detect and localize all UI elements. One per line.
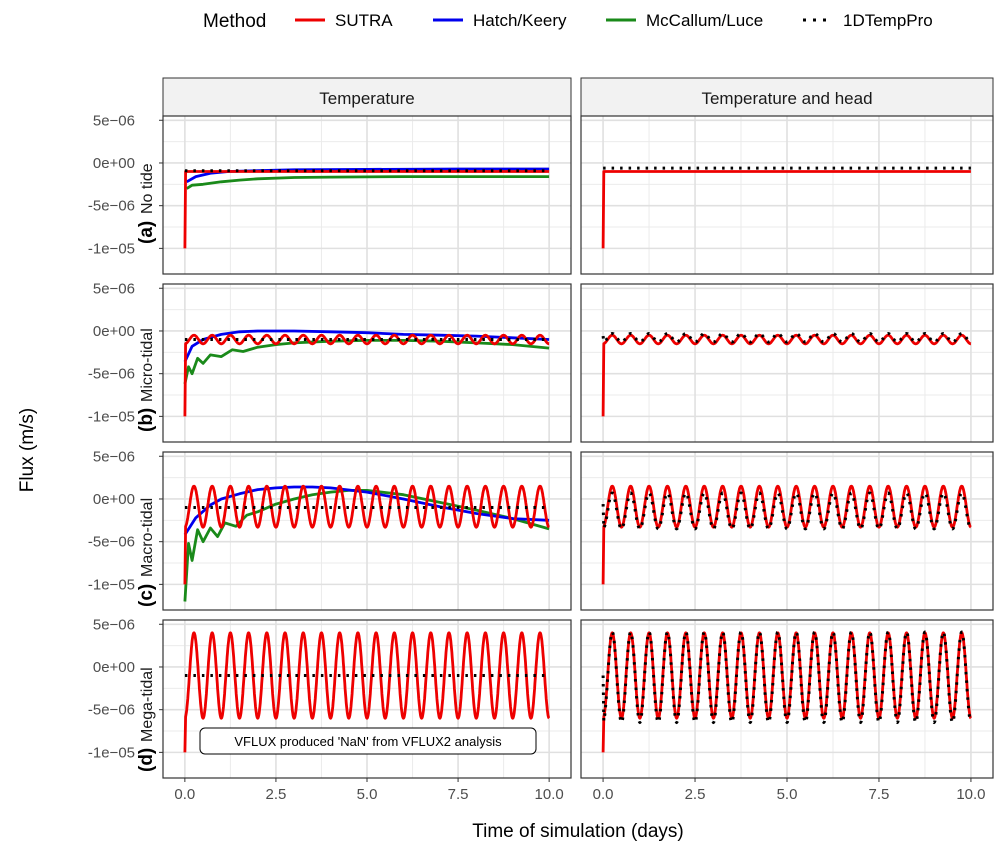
x-tick-label: 10.0 — [956, 786, 985, 803]
nan-note-text: VFLUX produced 'NaN' from VFLUX2 analysi… — [234, 734, 502, 749]
x-tick-label: 5.0 — [357, 786, 378, 803]
series-line-mccallum-luce — [183, 489, 550, 602]
panel-border — [580, 115, 994, 275]
panels: 5e−06 0e+00 -5e−06 -1e−05 5e−06 0e+00 -5e−06 -1… — [88, 112, 994, 803]
x-tick-label: 7.5 — [869, 786, 890, 803]
row-letter-c: (c) — [136, 584, 157, 607]
row-letter-a: (a) — [136, 221, 157, 244]
column-label-temperature: Temperature — [319, 89, 414, 108]
y-tick-label: -5e−06 — [88, 366, 135, 383]
panel-border — [580, 451, 994, 611]
series-line-sutra — [183, 484, 551, 585]
panel-r0-c0: 5e−06 0e+00 -5e−06 -1e−05 — [88, 112, 572, 275]
panel-r1-c1 — [580, 283, 994, 443]
y-tick-label: -1e−05 — [88, 408, 135, 425]
row-letter-b: (b) — [136, 408, 157, 432]
panel-r0-c1 — [580, 115, 994, 275]
series-line-1dtemppro — [601, 491, 973, 531]
series-line-mccallum-luce — [185, 175, 550, 190]
legend-label-mccallum-luce: McCallum/Luce — [646, 11, 763, 30]
panel-r3-c0: 5e−06 0e+00 -5e−06 -1e−05 0.0 2.5 5.0 7.5 10.0 — [88, 616, 572, 803]
row-letter-d: (d) — [136, 748, 157, 772]
series-group — [601, 484, 973, 585]
series-group — [183, 167, 551, 249]
legend-label-sutra: SUTRA — [335, 11, 393, 30]
panel-border — [162, 283, 572, 443]
panel-border — [580, 283, 994, 443]
y-tick-label: 5e−06 — [93, 280, 135, 297]
x-tick-label: 2.5 — [685, 786, 706, 803]
x-axis-title: Time of simulation (days) — [472, 821, 684, 842]
x-tick-label: 10.0 — [535, 786, 564, 803]
panel-border — [162, 451, 572, 611]
series-line-sutra — [183, 333, 551, 417]
column-strip-temperature-and-head: Temperature and head — [580, 77, 994, 117]
series-group — [601, 630, 973, 753]
y-tick-label: -5e−06 — [88, 534, 135, 551]
row-name-macro-tidal: Macro-tidal — [139, 498, 156, 577]
row-label-c: (c) Macro-tidal — [136, 498, 157, 607]
y-tick-label: 5e−06 — [93, 112, 135, 129]
x-tick-label: 7.5 — [448, 786, 469, 803]
panel-border — [162, 115, 572, 275]
panel-r1-c0: 5e−06 0e+00 -5e−06 -1e−05 — [88, 280, 572, 443]
x-tick-label: 2.5 — [265, 786, 286, 803]
series-line-sutra — [601, 333, 972, 417]
panel-r2-c1 — [580, 451, 994, 611]
column-label-temperature-and-head: Temperature and head — [701, 89, 872, 108]
y-tick-label: 5e−06 — [93, 616, 135, 633]
y-tick-label: -5e−06 — [88, 702, 135, 719]
row-label-b: (b) Micro-tidal — [136, 328, 157, 432]
panel-r2-c0: 5e−06 0e+00 -5e−06 -1e−05 — [88, 448, 572, 611]
x-tick-label: 5.0 — [777, 786, 798, 803]
legend-label-1dtemppro: 1DTempPro — [843, 11, 933, 30]
y-tick-label: 0e+00 — [93, 155, 135, 172]
series-group — [601, 332, 973, 417]
nan-note: VFLUX produced 'NaN' from VFLUX2 analysi… — [199, 727, 537, 755]
y-axis-title: Flux (m/s) — [17, 408, 38, 492]
series-group — [183, 329, 551, 417]
x-tick-label: 0.0 — [593, 786, 614, 803]
row-label-d: (d) Mega-tidal — [136, 667, 157, 772]
y-tick-label: -5e−06 — [88, 198, 135, 215]
series-group — [601, 166, 973, 249]
row-name-micro-tidal: Micro-tidal — [139, 328, 156, 402]
column-strip-temperature: Temperature — [162, 77, 572, 117]
legend: Method SUTRA Hatch/Keery McCallum/Luce 1… — [203, 11, 933, 32]
series-line-1dtemppro — [601, 332, 973, 344]
y-tick-label: 0e+00 — [93, 659, 135, 676]
series-line-sutra — [601, 170, 972, 249]
row-name-no-tide: No tide — [139, 163, 156, 214]
y-tick-label: -1e−05 — [88, 576, 135, 593]
y-tick-label: 0e+00 — [93, 491, 135, 508]
y-tick-label: -1e−05 — [88, 744, 135, 761]
y-tick-label: 5e−06 — [93, 448, 135, 465]
nan-note-box — [199, 727, 537, 755]
x-tick-label: 0.0 — [174, 786, 195, 803]
legend-label-hatch-keery: Hatch/Keery — [473, 11, 567, 30]
y-tick-label: 0e+00 — [93, 323, 135, 340]
y-tick-label: -1e−05 — [88, 240, 135, 257]
series-line-sutra — [183, 631, 551, 753]
legend-title: Method — [203, 11, 266, 32]
series-line-1dtemppro — [601, 630, 973, 724]
row-label-a: (a) No tide — [136, 163, 157, 244]
series-group — [183, 631, 551, 753]
series-group — [183, 484, 551, 602]
panel-r3-c1: 0.0 2.5 5.0 7.5 10.0 — [580, 619, 994, 803]
row-name-mega-tidal: Mega-tidal — [139, 667, 156, 742]
series-line-mccallum-luce — [183, 339, 550, 385]
